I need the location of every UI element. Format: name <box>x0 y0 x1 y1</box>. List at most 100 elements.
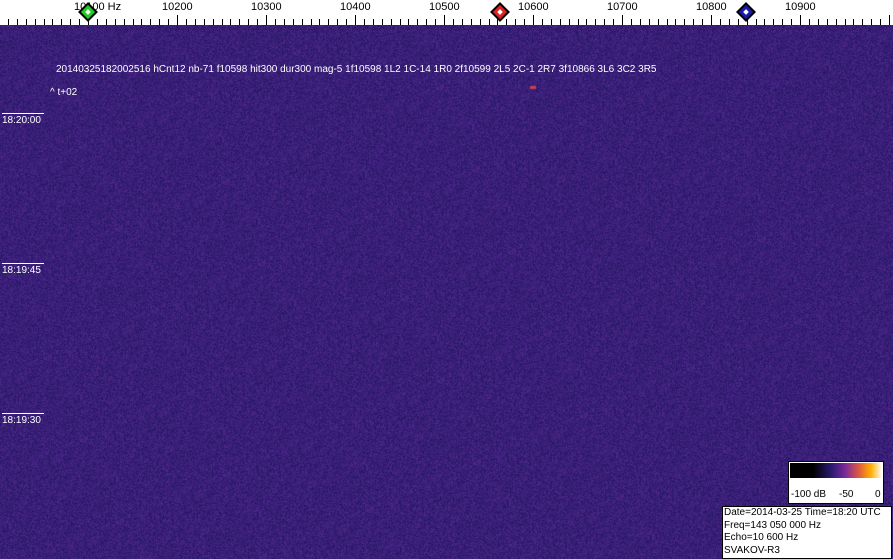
scale-label-mid: -50 <box>839 489 854 500</box>
ruler-tick <box>230 19 231 25</box>
detection-annotation: 20140325182002516 hCnt12 nb-71 f10598 hi… <box>56 64 657 75</box>
ruler-tick <box>195 19 196 25</box>
ruler-tick <box>853 19 854 25</box>
station-text: SVAKOV-R3 <box>724 544 780 556</box>
ruler-tick <box>747 19 748 25</box>
ruler-tick <box>168 19 169 25</box>
ruler-tick <box>871 19 872 25</box>
freq-label: 10500 <box>429 1 460 13</box>
ruler-tick <box>702 19 703 25</box>
ruler-tick <box>124 19 125 25</box>
ruler-tick <box>720 19 721 25</box>
freq-label: 10400 <box>340 1 371 13</box>
ruler-tick <box>79 19 80 25</box>
ruler-tick <box>604 19 605 25</box>
scale-label-min: -100 dB <box>791 489 827 500</box>
ruler-tick <box>257 19 258 25</box>
ruler-tick <box>52 19 53 25</box>
ruler-tick <box>738 19 739 25</box>
time-offset-annotation: ^ t+02 <box>50 87 78 98</box>
ruler-tick <box>506 19 507 25</box>
ruler-tick <box>684 19 685 25</box>
ruler-tick <box>435 19 436 25</box>
time-label: 18:20:00 <box>2 113 44 126</box>
ruler-tick <box>204 19 205 25</box>
ruler-tick <box>293 19 294 25</box>
ruler-tick <box>337 19 338 25</box>
ruler-tick <box>631 19 632 25</box>
color-scale-legend: -100 dB -50 0 <box>788 461 884 504</box>
ruler-tick <box>186 19 187 25</box>
info-box: Date=2014-03-25 Time=18:20 UTC Freq=143 … <box>722 506 892 559</box>
ruler-tick <box>133 19 134 25</box>
ruler-tick <box>756 19 757 25</box>
ruler-tick <box>773 19 774 25</box>
ruler-tick <box>266 15 267 25</box>
ruler-tick <box>667 19 668 25</box>
ruler-tick <box>818 19 819 25</box>
frequency-text: Freq=143 050 000 Hz <box>724 519 822 531</box>
echo-text: Echo=10 600 Hz <box>724 532 799 543</box>
ruler-tick <box>560 19 561 25</box>
ruler-tick <box>222 19 223 25</box>
ruler-tick <box>44 19 45 25</box>
ruler-tick <box>889 15 890 25</box>
ruler-tick <box>827 19 828 25</box>
freq-label: 10600 <box>518 1 549 13</box>
ruler-tick <box>578 19 579 25</box>
freq-label: 10800 <box>696 1 727 13</box>
ruler-tick <box>809 19 810 25</box>
ruler-tick <box>400 19 401 25</box>
ruler-tick <box>319 19 320 25</box>
ruler-tick <box>640 19 641 25</box>
datetime-text: Date=2014-03-25 Time=18:20 UTC <box>724 507 881 518</box>
ruler-tick <box>845 19 846 25</box>
freq-label: 10900 <box>785 1 816 13</box>
freq-label: 10200 <box>162 1 193 13</box>
ruler-tick <box>35 19 36 25</box>
ruler-tick <box>782 19 783 25</box>
ruler-tick <box>26 19 27 25</box>
ruler-tick <box>426 19 427 25</box>
time-label: 18:19:45 <box>2 263 44 276</box>
ruler-tick <box>391 19 392 25</box>
ruler-tick <box>675 19 676 25</box>
ruler-tick <box>346 19 347 25</box>
ruler-tick <box>177 15 178 25</box>
ruler-tick <box>364 19 365 25</box>
ruler-tick <box>515 19 516 25</box>
ruler-tick <box>533 15 534 25</box>
ruler-tick <box>880 19 881 25</box>
ruler-tick <box>693 19 694 25</box>
ruler-tick <box>213 19 214 25</box>
ruler-tick <box>711 15 712 25</box>
ruler-tick <box>569 19 570 25</box>
ruler-tick <box>302 19 303 25</box>
ruler-tick <box>586 19 587 25</box>
time-label: 18:19:30 <box>2 413 44 426</box>
ruler-tick <box>551 19 552 25</box>
ruler-tick <box>328 19 329 25</box>
ruler-tick <box>480 19 481 25</box>
ruler-tick <box>284 19 285 25</box>
ruler-tick <box>489 19 490 25</box>
ruler-tick <box>150 19 151 25</box>
ruler-tick <box>275 19 276 25</box>
ruler-tick <box>417 19 418 25</box>
freq-label: 10700 <box>607 1 638 13</box>
ruler-tick <box>649 19 650 25</box>
ruler-tick <box>764 19 765 25</box>
ruler-tick <box>355 15 356 25</box>
ruler-tick <box>382 19 383 25</box>
freq-label: 10300 <box>251 1 282 13</box>
frequency-ruler[interactable]: 10100 Hz 10200 10300 10400 10500 10600 1… <box>0 0 893 25</box>
ruler-tick <box>622 15 623 25</box>
ruler-tick <box>613 19 614 25</box>
ruler-tick <box>836 19 837 25</box>
color-gradient <box>790 463 882 478</box>
ruler-tick <box>115 19 116 25</box>
ruler-tick <box>729 19 730 25</box>
ruler-tick <box>471 19 472 25</box>
ruler-tick <box>106 19 107 25</box>
ruler-tick <box>542 19 543 25</box>
